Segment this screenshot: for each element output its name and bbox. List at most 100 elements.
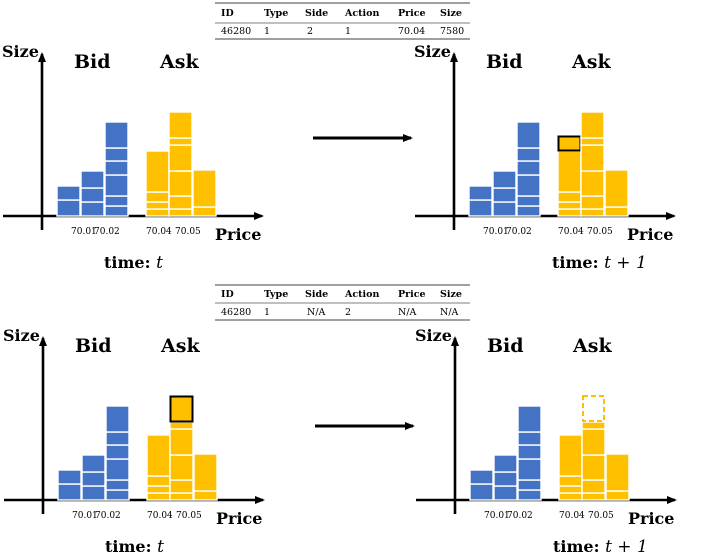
ask-bar-2-segment-0	[193, 490, 218, 501]
ask-bar-0-segment-3	[557, 150, 582, 193]
ask-bar-0-segment-1	[558, 485, 583, 494]
ask-bar-2-segment-0	[605, 490, 630, 501]
bid-bar-2-segment-1	[517, 479, 542, 491]
removed-order-ghost	[582, 395, 605, 422]
bid-bar-1-segment-2	[80, 170, 105, 189]
table-header-size: Size	[440, 8, 462, 19]
table-cell-type: 1	[264, 307, 270, 318]
ask-bar-0-segment-2	[558, 475, 583, 487]
bid-bar-2-segment-5	[516, 121, 541, 149]
ask-bar-0-segment-0	[557, 208, 582, 217]
bid-bar-1-segment-1	[81, 471, 106, 487]
ask-bar-1-segment-0	[169, 492, 194, 501]
bid-bar-1-segment-2	[81, 454, 106, 473]
bid-label: Bid	[486, 51, 523, 73]
table-cell-id: 46280	[221, 307, 251, 318]
bid-bar-1-segment-0	[81, 485, 106, 501]
table-header-price: Price	[398, 289, 426, 300]
bid-bar-1-segment-1	[80, 187, 105, 203]
bid-label: Bid	[75, 335, 112, 357]
ask-bar-2-segment-1	[604, 169, 629, 208]
ask-bar-1-segment-4	[580, 137, 605, 146]
bid-bar-2-segment-1	[105, 479, 130, 491]
bid-bar-0-segment-1	[468, 185, 493, 201]
ask-bar-2-segment-1	[192, 169, 217, 208]
tick-label-bid-0: 70.01	[484, 511, 510, 521]
bid-bar-2-segment-4	[516, 147, 541, 162]
tick-label-bid-1: 70.02	[94, 227, 120, 237]
table-cell-id: 46280	[221, 26, 251, 37]
ask-bar-1-segment-1	[580, 195, 605, 210]
time-label: time: t + 1	[553, 537, 648, 553]
ask-bar-1-segment-4	[581, 421, 606, 430]
table-row: 46280 1 2 1 70.04 7580	[221, 26, 464, 37]
bid-bar-0-segment-1	[469, 469, 494, 485]
ask-bar-1-segment-0	[580, 208, 605, 217]
table-cell-type: 1	[264, 26, 270, 37]
tick-label-ask-1: 70.05	[176, 511, 202, 521]
bid-bar-2-segment-0	[516, 205, 541, 217]
ask-bar-1-segment-2	[581, 454, 606, 481]
ask-bar-1-segment-1	[169, 479, 194, 494]
table-header-side: Side	[305, 289, 328, 300]
bid-bar-2-segment-4	[105, 431, 130, 446]
bid-bar-0-segment-1	[56, 185, 81, 201]
tick-label-ask-1: 70.05	[175, 227, 201, 237]
ask-bar-1-segment-5	[168, 111, 193, 139]
table-header-size: Size	[440, 289, 462, 300]
ask-bar-1-segment-4	[169, 421, 194, 430]
ask-bar-1-segment-2	[580, 170, 605, 197]
tick-label-bid-1: 70.02	[507, 511, 533, 521]
table-cell-size: 7580	[440, 26, 464, 37]
bid-bar-1-segment-2	[492, 170, 517, 189]
table-cell-price: N/A	[398, 307, 417, 318]
table-header-id: ID	[221, 289, 234, 300]
tick-label-bid-0: 70.01	[71, 227, 97, 237]
ask-bar-0-segment-0	[558, 492, 583, 501]
time-label: time: t	[105, 537, 164, 553]
bid-bar-2-segment-2	[517, 458, 542, 481]
highlighted-order-outline	[169, 395, 194, 423]
ask-bar-1-segment-5	[169, 395, 194, 423]
ask-bar-1-segment-3	[581, 428, 606, 456]
bid-bar-1-segment-0	[493, 485, 518, 501]
bid-bar-0-segment-0	[57, 483, 82, 501]
table-header-id: ID	[221, 8, 234, 19]
ask-label: Ask	[571, 51, 611, 73]
time-label: time: t + 1	[552, 253, 647, 273]
ask-bar-0-segment-2	[145, 191, 170, 203]
message-table-top: ID Type Side Action Price Size 46280 1 2…	[215, 2, 470, 40]
table-header-price: Price	[398, 8, 426, 19]
ask-bar-1-segment-3	[580, 144, 605, 172]
ask-bar-0-segment-3	[145, 150, 170, 193]
time-label: time: t	[104, 253, 163, 273]
ask-bar-1-segment-2	[168, 170, 193, 197]
message-table-bottom: ID Type Side Action Price Size 46280 1 N…	[215, 284, 470, 321]
ask-label: Ask	[159, 51, 199, 73]
bid-bar-2-segment-1	[516, 195, 541, 207]
bid-label: Bid	[74, 51, 111, 73]
bid-bar-2-segment-5	[104, 121, 129, 149]
bid-label: Bid	[487, 335, 524, 357]
ask-bar-0-segment-1	[146, 485, 171, 494]
bid-bar-2-segment-0	[104, 205, 129, 217]
table-row: 46280 1 N/A 2 N/A N/A	[221, 307, 459, 318]
tick-label-ask-0: 70.04	[146, 227, 172, 237]
ask-bar-0-segment-2	[146, 475, 171, 487]
bid-bar-1-segment-0	[492, 201, 517, 217]
y-axis-label: Size	[2, 42, 39, 61]
bid-bar-1-segment-2	[493, 454, 518, 473]
table-header-type: Type	[264, 8, 288, 19]
tick-label-ask-0: 70.04	[559, 511, 585, 521]
bid-bar-2-segment-3	[105, 444, 130, 460]
bid-bar-2-segment-4	[104, 147, 129, 162]
ask-label: Ask	[572, 335, 612, 357]
table-cell-action: 1	[345, 26, 351, 37]
bid-bar-2-segment-5	[517, 405, 542, 433]
x-axis-label: Price	[216, 509, 262, 528]
bid-bar-1-segment-0	[80, 201, 105, 217]
ask-bar-2-segment-0	[192, 206, 217, 217]
